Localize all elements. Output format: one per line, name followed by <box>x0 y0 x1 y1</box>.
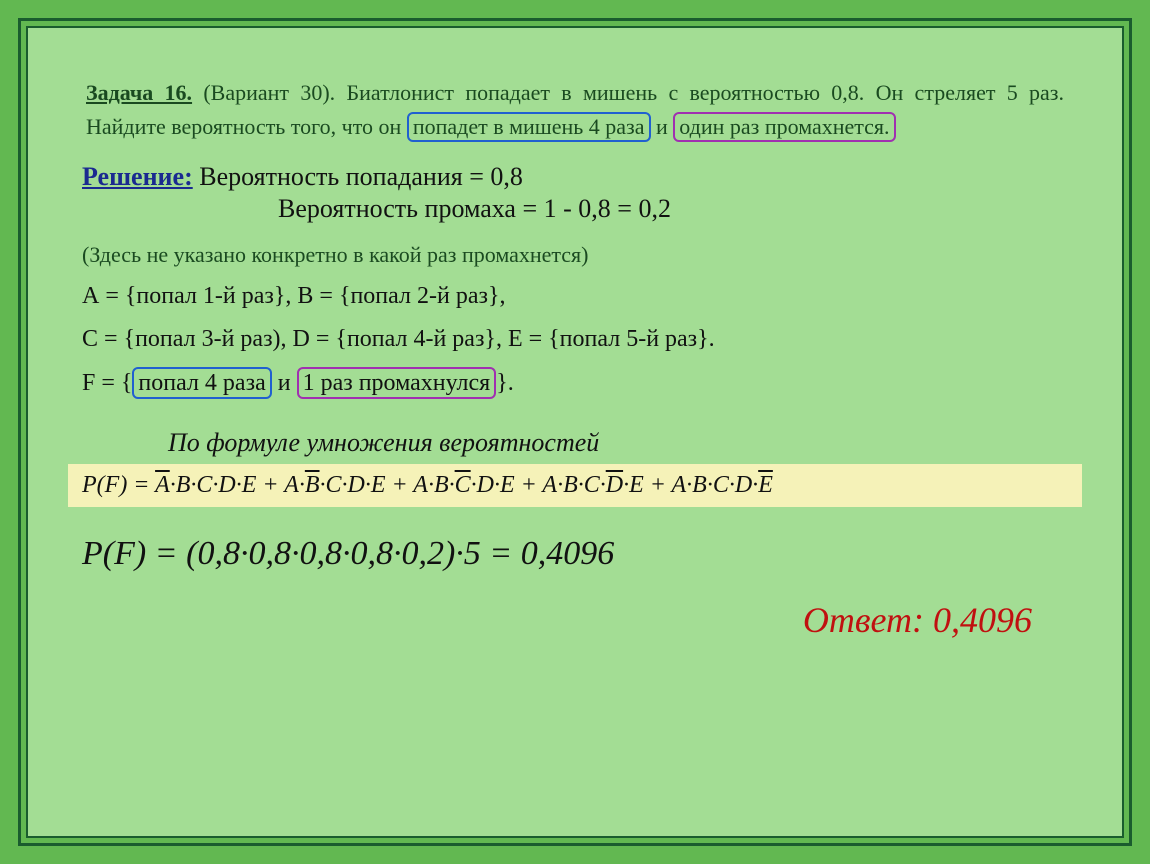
solution-label: Решение: <box>82 162 193 191</box>
formula-caption: По формуле умножения вероятностей <box>168 428 1072 458</box>
events-2: С = {попал 3-й раз), D = {попал 4-й раз}… <box>82 321 1072 358</box>
problem-statement: Задача 16. (Вариант 30). Биатлонист попа… <box>86 76 1064 144</box>
events-3-blue: попал 4 раза <box>132 367 271 400</box>
note: (Здесь не указано конкретно в какой раз … <box>82 242 1072 268</box>
calculation: P(F) = (0,8·0,8·0,8·0,8·0,2)·5 = 0,4096 <box>82 535 1072 573</box>
solution-line-2: Вероятность промаха = 1 - 0,8 = 0,2 <box>278 194 1072 224</box>
events-3-purple: 1 раз промахнулся <box>297 367 497 400</box>
content: Задача 16. (Вариант 30). Биатлонист попа… <box>78 68 1072 796</box>
events-3: F = {попал 4 раза и 1 раз промахнулся}. <box>82 365 1072 402</box>
events-3-post: }. <box>496 370 514 396</box>
formula-terms: A·B·C·D·E + A·B·C·D·E + A·B·C·D·E + A·B·… <box>155 472 773 498</box>
formula-lhs: P(F) = <box>82 472 155 498</box>
answer-label: Ответ: <box>803 600 924 640</box>
solution-line-1: Решение: Вероятность попадания = 0,8 <box>82 162 1072 192</box>
events-3-pre: F = { <box>82 370 132 396</box>
answer: Ответ: 0,4096 <box>78 599 1032 641</box>
problem-conj: и <box>656 114 668 139</box>
calc-text: P(F) = (0,8·0,8·0,8·0,8·0,2)·5 = 0,4096 <box>82 535 614 572</box>
slide: Задача 16. (Вариант 30). Биатлонист попа… <box>26 26 1124 838</box>
events-1: А = {попал 1-й раз}, В = {попал 2-й раз}… <box>82 278 1072 315</box>
problem-variant: (Вариант 30). <box>203 80 335 105</box>
answer-value: 0,4096 <box>933 600 1032 640</box>
events-3-conj: и <box>278 370 291 396</box>
problem-title: Задача 16. <box>86 80 192 105</box>
solution-hit: Вероятность попадания = 0,8 <box>199 162 523 191</box>
highlight-miss: один раз промахнется. <box>673 112 895 142</box>
formula: P(F) = A·B·C·D·E + A·B·C·D·E + A·B·C·D·E… <box>68 464 1082 507</box>
highlight-hits: попадет в мишень 4 раза <box>407 112 651 142</box>
